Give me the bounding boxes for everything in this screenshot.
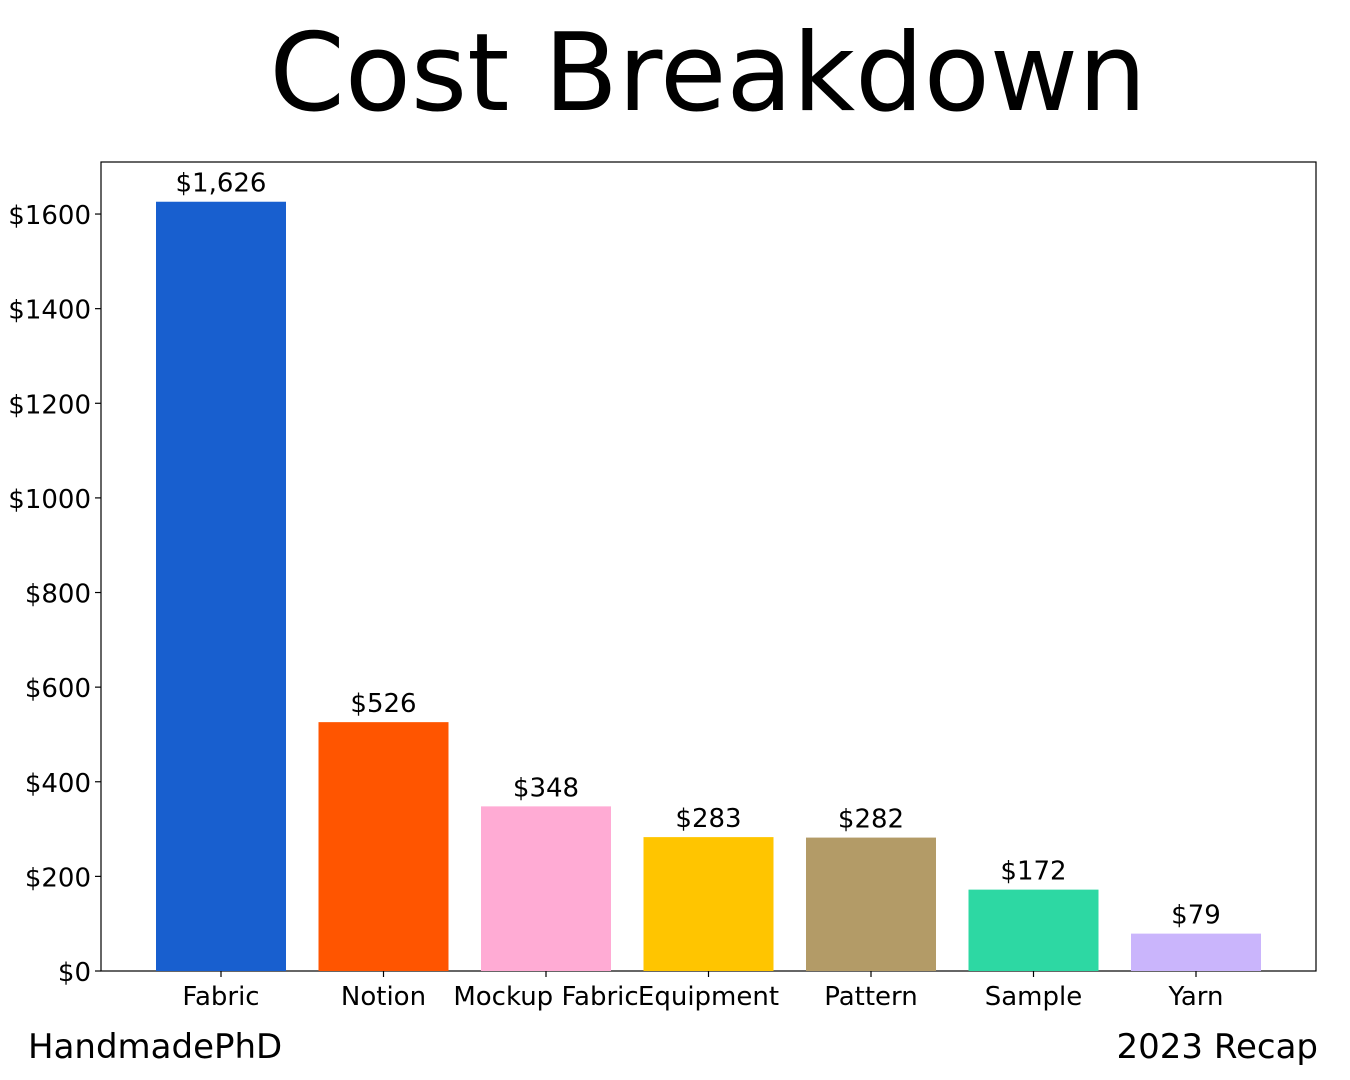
bar-value-label: $526	[350, 689, 416, 719]
y-tick-label: $1000	[8, 485, 91, 515]
x-tick-label: Fabric	[182, 982, 259, 1012]
x-tick-label: Pattern	[824, 982, 918, 1012]
bar	[806, 837, 936, 971]
footer-brand: HandmadePhD	[28, 1027, 282, 1067]
footer-recap: 2023 Recap	[1117, 1027, 1318, 1067]
y-tick-label: $600	[25, 674, 91, 704]
y-tick-label: $1400	[8, 296, 91, 326]
y-tick-label: $800	[25, 580, 91, 610]
y-tick-label: $1200	[8, 390, 91, 420]
bar-value-label: $283	[675, 804, 741, 834]
bars-group: $1,626 $526 $348 $283 $282 $172 $79	[156, 169, 1261, 971]
x-tick-label: Mockup Fabric	[453, 982, 638, 1012]
x-tick-label: Equipment	[638, 982, 779, 1012]
x-axis: Fabric Notion Mockup Fabric Equipment Patter…	[182, 971, 1223, 1012]
y-tick-label: $200	[25, 863, 91, 893]
bar	[318, 722, 449, 971]
bar	[481, 806, 611, 971]
bar-value-label: $172	[1000, 857, 1066, 887]
bar	[643, 837, 774, 971]
y-tick-label: $0	[58, 958, 91, 988]
chart-title: Cost Breakdown	[269, 11, 1146, 136]
bar-value-label: $79	[1171, 901, 1221, 931]
bar	[968, 889, 1099, 971]
bar-value-label: $348	[513, 773, 579, 803]
x-tick-label: Notion	[341, 982, 426, 1012]
x-tick-label: Yarn	[1168, 982, 1224, 1012]
bar	[1131, 933, 1261, 971]
y-axis: $0 $200 $400 $600 $800 $1000 $1200 $1400 $1600	[8, 201, 101, 988]
bar	[156, 201, 286, 971]
bar-value-label: $282	[838, 805, 904, 835]
y-tick-label: $1600	[8, 201, 91, 231]
x-tick-label: Sample	[985, 982, 1083, 1012]
bar-value-label: $1,626	[176, 169, 267, 199]
y-tick-label: $400	[25, 769, 91, 799]
